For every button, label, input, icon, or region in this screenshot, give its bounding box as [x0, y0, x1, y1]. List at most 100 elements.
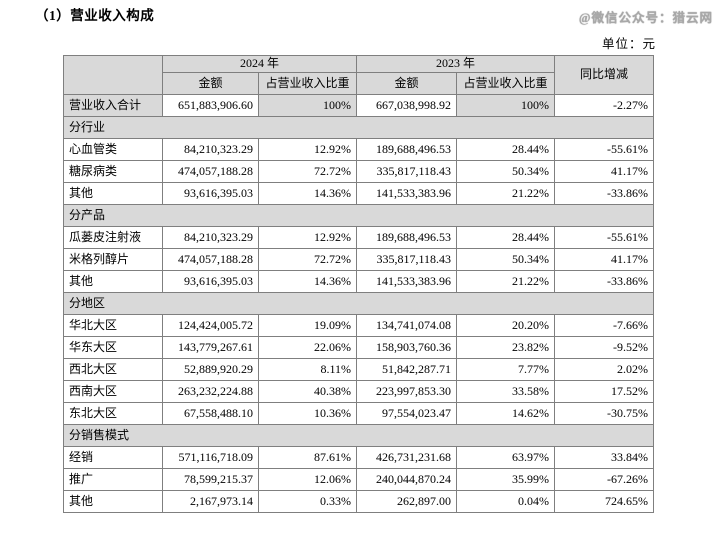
yoy-change: -2.27%: [554, 94, 655, 117]
yoy-change: -55.61%: [554, 138, 655, 161]
amount-2023: 335,817,118.43: [356, 160, 458, 183]
amount-2023: 262,897.00: [356, 490, 458, 513]
section-row: 分销售模式: [62, 424, 655, 447]
yoy-change: 724.65%: [554, 490, 655, 513]
ratio-2024: 12.06%: [257, 468, 358, 491]
section-row: 分行业: [62, 116, 655, 139]
ratio-2023: 0.04%: [456, 490, 556, 513]
amount-2024: 67,558,488.10: [162, 402, 259, 425]
row-label: 华东大区: [63, 336, 163, 359]
row-label: 糖尿病类: [63, 160, 163, 183]
yoy-change: -7.66%: [554, 314, 655, 337]
ratio-2023: 50.34%: [456, 160, 556, 183]
table-row: 瓜蒌皮注射液 84,210,323.29 12.92% 189,688,496.53 2…: [63, 226, 655, 249]
ratio-2024: 14.36%: [257, 182, 358, 205]
yoy-change: -67.26%: [554, 468, 655, 491]
amount-2024: 93,616,395.03: [162, 270, 259, 293]
amount-2023: 134,741,074.08: [356, 314, 458, 337]
table-row: 西南大区 263,232,224.88 40.38% 223,997,853.30 33…: [63, 380, 655, 403]
amount-2023: 189,688,496.53: [356, 226, 458, 249]
page-title: （1）营业收入构成: [35, 8, 155, 23]
section-label: 分销售模式: [62, 424, 655, 447]
ratio-2024: 87.61%: [257, 446, 358, 469]
amount-2024: 84,210,323.29: [162, 138, 259, 161]
table-body: 营业收入合计 651,883,906.60 100% 667,038,998.92 10…: [62, 94, 655, 513]
revenue-composition-table: 2024 年 2023 年 同比增减 金额 占营业收入比重 金额 占营业收入比重…: [62, 55, 655, 513]
ratio-2023: 7.77%: [456, 358, 556, 381]
table-row: 西北大区 52,889,920.29 8.11% 51,842,287.71 7.77%…: [63, 358, 655, 381]
amount-2024: 474,057,188.28: [162, 248, 259, 271]
section-row: 分产品: [62, 204, 655, 227]
amount-2024: 143,779,267.61: [162, 336, 259, 359]
yoy-change: -9.52%: [554, 336, 655, 359]
amount-2023: 141,533,383.96: [356, 182, 458, 205]
table-row: 营业收入合计 651,883,906.60 100% 667,038,998.92 10…: [63, 94, 655, 117]
yoy-change: 41.17%: [554, 248, 655, 271]
row-label: 其他: [63, 270, 163, 293]
ratio-2023: 33.58%: [456, 380, 556, 403]
amount-2023: 51,842,287.71: [356, 358, 458, 381]
row-label: 西北大区: [63, 358, 163, 381]
section-label: 分产品: [62, 204, 655, 227]
table-row: 东北大区 67,558,488.10 10.36% 97,554,023.47 14.6…: [63, 402, 655, 425]
ratio-2024: 10.36%: [257, 402, 358, 425]
ratio-2024: 12.92%: [257, 138, 358, 161]
amount-2023: 141,533,383.96: [356, 270, 458, 293]
section-label: 分地区: [62, 292, 655, 315]
row-label: 心血管类: [63, 138, 163, 161]
amount-2024: 263,232,224.88: [162, 380, 259, 403]
header-year-2024: 2024 年: [161, 55, 358, 73]
header-amount-2024: 金额: [162, 72, 259, 95]
amount-2023: 189,688,496.53: [356, 138, 458, 161]
header-amount-2023: 金额: [356, 72, 458, 95]
table-row: 其他 2,167,973.14 0.33% 262,897.00 0.04% 724.65…: [63, 490, 655, 513]
table-row: 经销 571,116,718.09 87.61% 426,731,231.68 63.9…: [63, 446, 655, 469]
amount-2024: 78,599,215.37: [162, 468, 259, 491]
ratio-2023: 100%: [456, 94, 556, 117]
ratio-2023: 50.34%: [456, 248, 556, 271]
row-label: 其他: [63, 490, 163, 513]
ratio-2024: 40.38%: [257, 380, 358, 403]
ratio-2023: 35.99%: [456, 468, 556, 491]
ratio-2024: 100%: [257, 94, 358, 117]
ratio-2024: 22.06%: [257, 336, 358, 359]
row-label: 米格列醇片: [63, 248, 163, 271]
table-row: 推广 78,599,215.37 12.06% 240,044,870.24 35.99…: [63, 468, 655, 491]
yoy-change: 17.52%: [554, 380, 655, 403]
header-empty-cell: [63, 55, 163, 95]
ratio-2023: 63.97%: [456, 446, 556, 469]
table-row: 华北大区 124,424,005.72 19.09% 134,741,074.08 20…: [63, 314, 655, 337]
amount-2023: 426,731,231.68: [356, 446, 458, 469]
row-label: 华北大区: [63, 314, 163, 337]
row-label: 东北大区: [63, 402, 163, 425]
ratio-2024: 72.72%: [257, 160, 358, 183]
amount-2023: 667,038,998.92: [356, 94, 458, 117]
amount-2024: 571,116,718.09: [162, 446, 259, 469]
ratio-2024: 12.92%: [257, 226, 358, 249]
yoy-change: 41.17%: [554, 160, 655, 183]
header-row-years: 2024 年 2023 年 同比增减: [63, 55, 655, 95]
amount-2023: 158,903,760.36: [356, 336, 458, 359]
row-label: 经销: [63, 446, 163, 469]
ratio-2023: 28.44%: [456, 226, 556, 249]
header-yoy-change: 同比增减: [554, 55, 655, 95]
ratio-2024: 0.33%: [257, 490, 358, 513]
ratio-2024: 8.11%: [257, 358, 358, 381]
amount-2024: 84,210,323.29: [162, 226, 259, 249]
amount-2023: 223,997,853.30: [356, 380, 458, 403]
header-ratio-2023: 占营业收入比重: [456, 72, 556, 95]
watermark-text: @微信公众号：猎云网: [578, 11, 713, 25]
table-row: 其他 93,616,395.03 14.36% 141,533,383.96 21.22…: [63, 270, 655, 293]
ratio-2023: 21.22%: [456, 182, 556, 205]
amount-2023: 97,554,023.47: [356, 402, 458, 425]
section-row: 分地区: [62, 292, 655, 315]
header-row-measures: 金额 占营业收入比重 金额 占营业收入比重: [64, 72, 654, 95]
yoy-change: -30.75%: [554, 402, 655, 425]
yoy-change: -55.61%: [554, 226, 655, 249]
row-label: 营业收入合计: [63, 94, 163, 117]
amount-2023: 240,044,870.24: [356, 468, 458, 491]
row-label: 其他: [63, 182, 163, 205]
header-year-2023: 2023 年: [356, 55, 556, 73]
amount-2024: 2,167,973.14: [162, 490, 259, 513]
yoy-change: -33.86%: [554, 270, 655, 293]
